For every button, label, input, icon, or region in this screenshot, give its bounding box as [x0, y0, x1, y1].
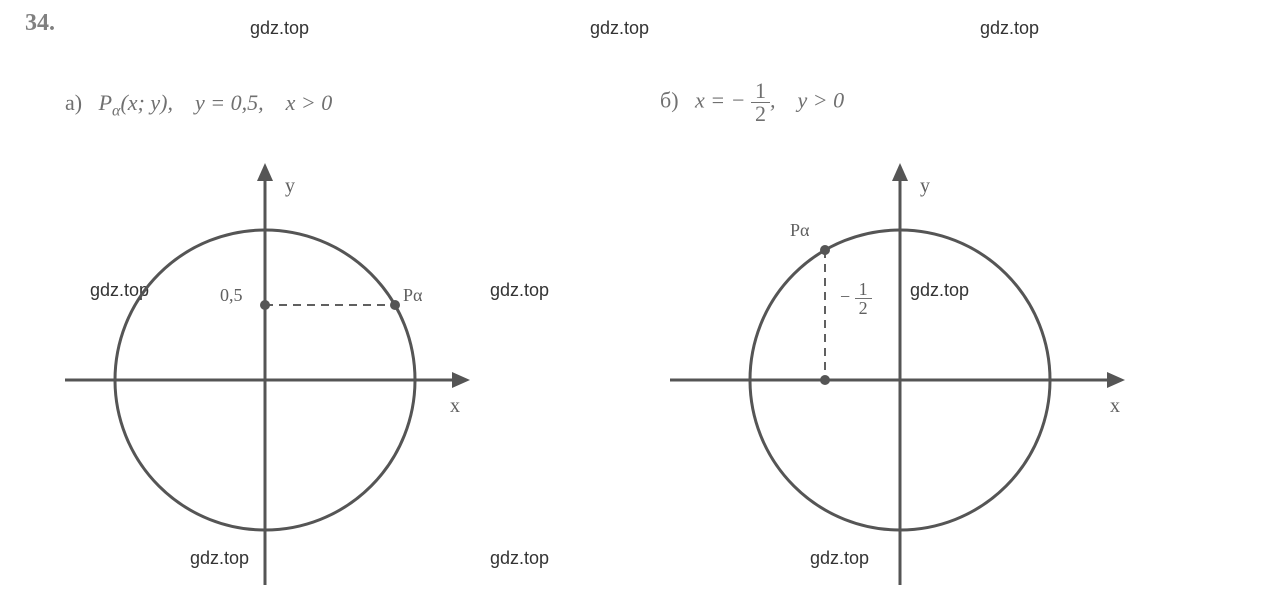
problem-b-comma: , [770, 88, 776, 113]
p-alpha-xy: (x; y), [120, 90, 173, 115]
point-05-label: 0,5 [220, 285, 243, 306]
problem-a-xcond: x > 0 [286, 90, 333, 115]
watermark-3: gdz.top [980, 18, 1039, 39]
watermark-2: gdz.top [590, 18, 649, 39]
frac-b-label-num: 1 [855, 280, 872, 299]
watermark-8: gdz.top [490, 548, 549, 569]
dot-a-2 [390, 300, 400, 310]
diagram-b-svg [650, 155, 1130, 595]
problem-b-label: б) [660, 88, 679, 113]
problem-a-label: а) [65, 90, 82, 115]
frac-b-label-den: 2 [855, 299, 872, 317]
problem-number: 34. [25, 10, 55, 37]
diagram-b: y x Pα − 1 2 [650, 155, 1130, 595]
point-pa-label-b: Pα [790, 220, 809, 241]
x-label-a: x [450, 395, 460, 418]
problem-number-text: 34. [25, 10, 55, 36]
watermark-1: gdz.top [250, 18, 309, 39]
problem-b-fraction: 1 2 [751, 80, 770, 125]
point-pa-label-a: Pα [403, 285, 422, 306]
y-label-a: y [285, 175, 295, 198]
frac-b-frac: 1 2 [855, 280, 872, 317]
frac-label-b: − 1 2 [840, 280, 872, 317]
p-alpha-p: P [99, 90, 112, 115]
y-label-b: y [920, 175, 930, 198]
problem-b-xeq: x = − [695, 88, 745, 113]
dot-a-1 [260, 300, 270, 310]
problem-b-text: б) x = − 1 2 , y > 0 [660, 80, 844, 125]
y-axis-arrow-a [257, 163, 273, 181]
watermark-5: gdz.top [490, 280, 549, 301]
dot-b-2 [820, 375, 830, 385]
diagram-a-svg [55, 155, 475, 595]
frac-b-num: 1 [751, 80, 770, 103]
y-axis-arrow-b [892, 163, 908, 181]
diagram-a: y x 0,5 Pα [55, 155, 475, 595]
x-axis-arrow-a [452, 372, 470, 388]
frac-b-den: 2 [751, 103, 770, 125]
x-axis-arrow-b [1107, 372, 1125, 388]
frac-b-minus: − [840, 287, 850, 307]
problem-b-ycond: y > 0 [798, 88, 845, 113]
x-label-b: x [1110, 395, 1120, 418]
problem-a-text: а) Pα(x; y), y = 0,5, x > 0 [65, 90, 332, 120]
problem-a-yeq: y = 0,5, [195, 90, 264, 115]
dot-b-1 [820, 245, 830, 255]
